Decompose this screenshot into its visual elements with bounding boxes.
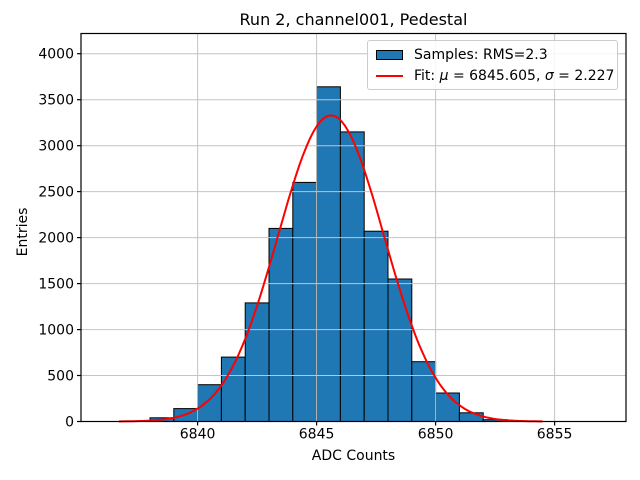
- y-tick-label: 2500: [38, 185, 74, 201]
- legend-fit-line-icon: [376, 74, 403, 77]
- x-tick-label: 6840: [180, 427, 216, 443]
- histogram-bar: [435, 392, 460, 422]
- y-tick-label: 3500: [38, 93, 74, 109]
- y-tick-label: 0: [65, 415, 74, 431]
- legend: Samples: RMS=2.3 Fit: μ = 6845.605, σ = …: [367, 40, 618, 90]
- legend-samples-label: Samples: RMS=2.3: [414, 46, 548, 63]
- legend-item-fit: Fit: μ = 6845.605, σ = 2.227: [376, 68, 614, 84]
- y-tick-label: 4000: [38, 47, 74, 63]
- y-axis-label: Entries: [15, 207, 31, 257]
- legend-fit-label: Fit: μ = 6845.605, σ = 2.227: [414, 68, 614, 84]
- histogram-bar: [292, 181, 318, 422]
- histogram-bars: [149, 86, 508, 423]
- legend-fit-text: Fit:: [414, 67, 440, 84]
- gridlines: [81, 33, 626, 422]
- x-tick-label: 6850: [418, 427, 454, 443]
- histogram-bar: [387, 278, 413, 422]
- histogram-bar: [363, 230, 389, 422]
- legend-item-samples: Samples: RMS=2.3: [376, 47, 609, 63]
- histogram-bar: [458, 412, 484, 422]
- y-tick-label: 1500: [38, 277, 74, 293]
- axes-frame: [80, 32, 627, 423]
- histogram-bar: [339, 131, 365, 422]
- histogram-bar: [316, 86, 341, 423]
- fit-curve: [119, 114, 543, 423]
- tick-labels: 6840 6845 6850 6855 0 500 1000 1500 2000 2500 3000…: [38, 47, 572, 443]
- legend-fit-math-symbol: μ: [439, 67, 449, 84]
- x-tick-label: 6855: [537, 427, 573, 443]
- legend-fit-text: = 2.227: [553, 67, 615, 84]
- y-tick-label: 3000: [38, 139, 74, 155]
- y-tick-label: 1000: [38, 323, 74, 339]
- histogram-bar: [244, 302, 270, 422]
- legend-fit-text: = 6845.605,: [448, 67, 545, 84]
- x-tick-label: 6845: [299, 427, 335, 443]
- legend-samples-swatch-icon: [376, 49, 403, 60]
- tick-marks: [77, 53, 556, 426]
- x-axis-label: ADC Counts: [311, 448, 396, 464]
- chart-title: Run 2, channel001, Pedestal: [239, 10, 468, 29]
- y-tick-label: 500: [47, 369, 74, 385]
- legend-fit-math-symbol: σ: [544, 67, 554, 84]
- y-tick-label: 2000: [38, 231, 74, 247]
